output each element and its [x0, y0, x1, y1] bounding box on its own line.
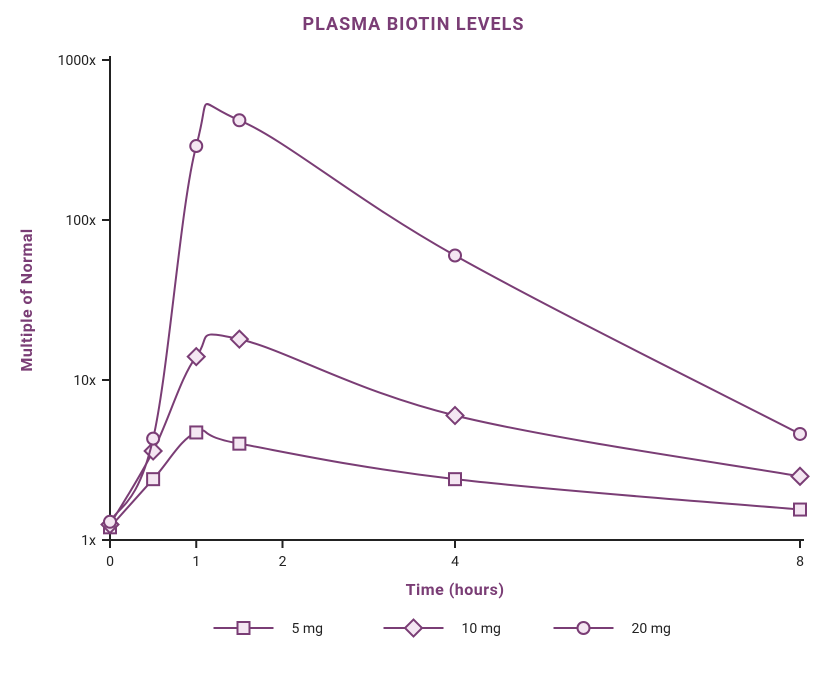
y-tick-label: 100x [65, 213, 96, 229]
x-tick-label: 2 [279, 554, 287, 570]
chart-title: PLASMA BIOTIN LEVELS [303, 14, 525, 35]
y-tick-label: 1000x [58, 53, 96, 69]
legend-label: 5 mg [292, 621, 323, 637]
chart-svg: PLASMA BIOTIN LEVELS 0 1 2 4 8 Time (hours) 1x 1… [0, 0, 827, 680]
legend-item-10mg: 10 mg [384, 620, 501, 637]
series-line [110, 334, 800, 524]
x-tick-label: 8 [796, 554, 804, 570]
x-tick-label: 0 [106, 554, 114, 570]
x-tick-label: 4 [451, 554, 459, 570]
y-tick-label: 1x [81, 533, 96, 549]
x-axis-label: Time (hours) [406, 580, 505, 599]
legend-item-20mg: 20 mg [554, 621, 671, 637]
y-tick-label: 10x [73, 373, 96, 389]
x-tick-label: 1 [192, 554, 200, 570]
series-20mg [104, 104, 806, 528]
legend-label: 10 mg [462, 621, 501, 637]
legend-label: 20 mg [632, 621, 671, 637]
series-5mg [104, 426, 806, 533]
y-axis-label: Multiple of Normal [17, 228, 36, 371]
chart-container: PLASMA BIOTIN LEVELS 0 1 2 4 8 Time (hours) 1x 1… [0, 0, 827, 680]
legend-item-5mg: 5 mg [214, 621, 323, 637]
